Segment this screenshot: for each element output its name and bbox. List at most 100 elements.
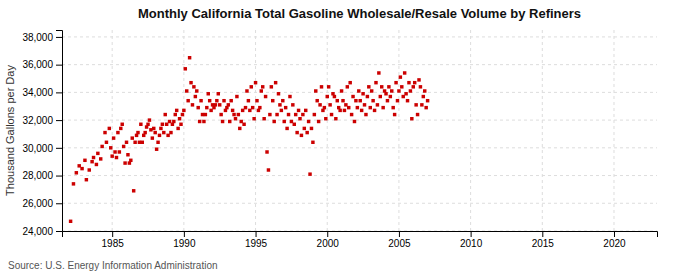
point bbox=[202, 120, 205, 123]
point bbox=[222, 99, 225, 102]
point bbox=[315, 99, 318, 102]
point bbox=[99, 157, 102, 160]
point bbox=[126, 153, 129, 156]
point bbox=[380, 85, 383, 88]
x-tick-mark bbox=[327, 231, 328, 237]
point bbox=[208, 99, 211, 102]
point bbox=[303, 127, 306, 130]
point bbox=[148, 118, 151, 121]
point bbox=[80, 167, 83, 170]
point bbox=[396, 99, 399, 102]
point bbox=[311, 141, 314, 144]
point bbox=[169, 131, 172, 134]
point bbox=[90, 160, 93, 163]
grid-line-x bbox=[470, 30, 471, 231]
chart: 1985199019952000200520102015202024,00026… bbox=[0, 0, 675, 275]
point bbox=[151, 136, 154, 139]
point bbox=[119, 127, 122, 130]
point bbox=[260, 89, 263, 92]
grid-line-x bbox=[112, 30, 113, 231]
point bbox=[391, 106, 394, 109]
y-tick-mark bbox=[56, 203, 62, 204]
point bbox=[403, 71, 406, 74]
point bbox=[333, 95, 336, 98]
point bbox=[192, 85, 195, 88]
point bbox=[83, 159, 86, 162]
x-tick-mark bbox=[614, 231, 615, 237]
point bbox=[406, 99, 409, 102]
point bbox=[278, 103, 281, 106]
point bbox=[133, 141, 136, 144]
point bbox=[185, 89, 188, 92]
x-tick-label: 2000 bbox=[317, 238, 340, 249]
x-tick-mark bbox=[399, 231, 400, 237]
point bbox=[228, 120, 231, 123]
point bbox=[294, 113, 297, 116]
point bbox=[280, 109, 283, 112]
point bbox=[367, 85, 370, 88]
point bbox=[85, 178, 88, 181]
grid-line-x bbox=[255, 30, 256, 231]
point bbox=[270, 85, 273, 88]
point bbox=[158, 134, 161, 137]
point bbox=[314, 89, 317, 92]
point bbox=[182, 109, 185, 112]
point bbox=[122, 145, 125, 148]
x-axis: 19851990199520002005201020152020 bbox=[63, 231, 658, 249]
point bbox=[116, 131, 119, 134]
y-tick-label: 30,000 bbox=[22, 143, 53, 154]
grid-line-x bbox=[542, 30, 543, 231]
y-tick-mark bbox=[56, 176, 62, 177]
point bbox=[109, 146, 112, 149]
point bbox=[229, 99, 232, 102]
point bbox=[215, 99, 218, 102]
point bbox=[298, 117, 301, 120]
grid-line-x bbox=[183, 30, 184, 231]
point bbox=[300, 134, 303, 137]
point bbox=[198, 120, 201, 123]
point bbox=[264, 95, 267, 98]
point bbox=[250, 85, 253, 88]
point bbox=[161, 123, 164, 126]
grid-line-y bbox=[62, 175, 657, 176]
point bbox=[310, 127, 313, 130]
point bbox=[120, 123, 123, 126]
point bbox=[251, 106, 254, 109]
y-tick: 28,000 bbox=[22, 170, 62, 181]
point bbox=[313, 113, 316, 116]
point bbox=[327, 85, 330, 88]
point bbox=[268, 113, 271, 116]
point bbox=[194, 95, 197, 98]
point bbox=[413, 81, 416, 84]
point bbox=[218, 103, 221, 106]
point bbox=[354, 99, 357, 102]
source-note: Source: U.S. Energy Information Administ… bbox=[8, 260, 218, 271]
point bbox=[113, 150, 116, 153]
grid-line-y bbox=[62, 203, 657, 204]
point bbox=[330, 113, 333, 116]
point bbox=[242, 123, 245, 126]
points bbox=[69, 56, 429, 223]
point bbox=[308, 172, 311, 175]
point bbox=[162, 131, 165, 134]
point bbox=[323, 106, 326, 109]
y-tick-label: 28,000 bbox=[22, 170, 53, 181]
point bbox=[139, 123, 142, 126]
point bbox=[373, 109, 376, 112]
x-tick: 1995 bbox=[245, 231, 268, 249]
point bbox=[417, 78, 420, 81]
point bbox=[407, 81, 410, 84]
point bbox=[386, 99, 389, 102]
point bbox=[305, 131, 308, 134]
point bbox=[400, 85, 403, 88]
point bbox=[394, 81, 397, 84]
point bbox=[69, 220, 72, 223]
point bbox=[95, 163, 98, 166]
point bbox=[72, 182, 75, 185]
point bbox=[376, 103, 379, 106]
point bbox=[287, 113, 290, 116]
point bbox=[175, 109, 178, 112]
y-tick-mark bbox=[56, 120, 62, 121]
point bbox=[232, 113, 235, 116]
point bbox=[207, 92, 210, 95]
